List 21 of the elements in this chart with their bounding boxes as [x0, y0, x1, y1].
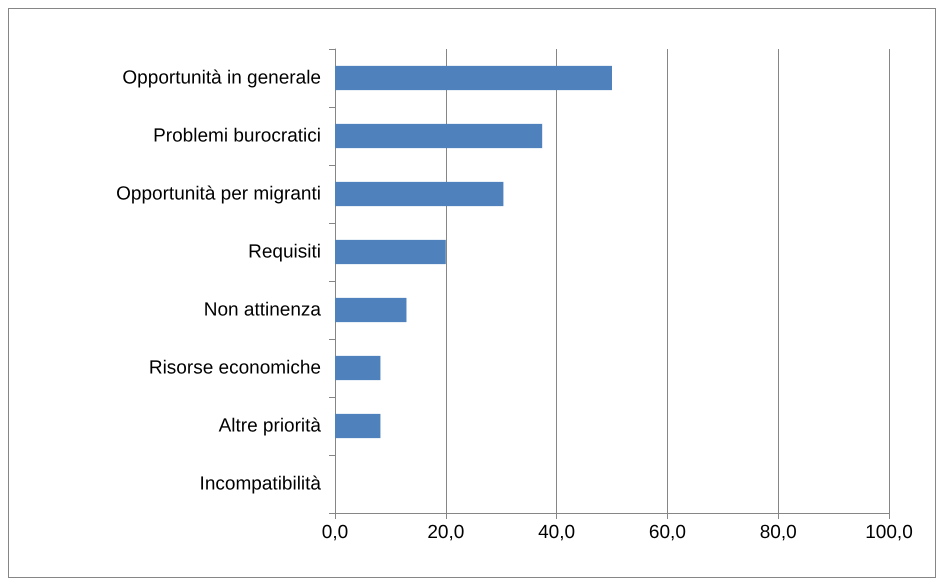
x-tick-label: 60,0: [648, 522, 686, 543]
bar: [335, 298, 406, 322]
y-tick-label: Risorse economiche: [148, 358, 321, 378]
y-tick-label: Non attinenza: [204, 300, 322, 320]
x-tick-label: 80,0: [760, 522, 797, 543]
y-tick-label: Opportunità in generale: [122, 68, 321, 88]
x-tick-label: 0,0: [322, 522, 348, 543]
bar: [335, 356, 380, 380]
x-tick-label: 40,0: [538, 522, 576, 543]
bar: [335, 240, 446, 264]
bar: [335, 414, 380, 438]
bar: [335, 66, 612, 90]
y-tick-label: Opportunità per migranti: [116, 184, 321, 204]
y-tick-label: Incompatibilità: [200, 474, 322, 494]
y-tick-label: Altre priorità: [218, 416, 322, 436]
x-tick-label: 20,0: [427, 522, 464, 543]
y-tick-label: Problemi burocratici: [153, 126, 321, 146]
bar: [335, 124, 542, 148]
y-tick-label: Requisiti: [248, 242, 321, 262]
x-tick-label: 100,0: [865, 522, 913, 543]
bar: [335, 182, 504, 206]
